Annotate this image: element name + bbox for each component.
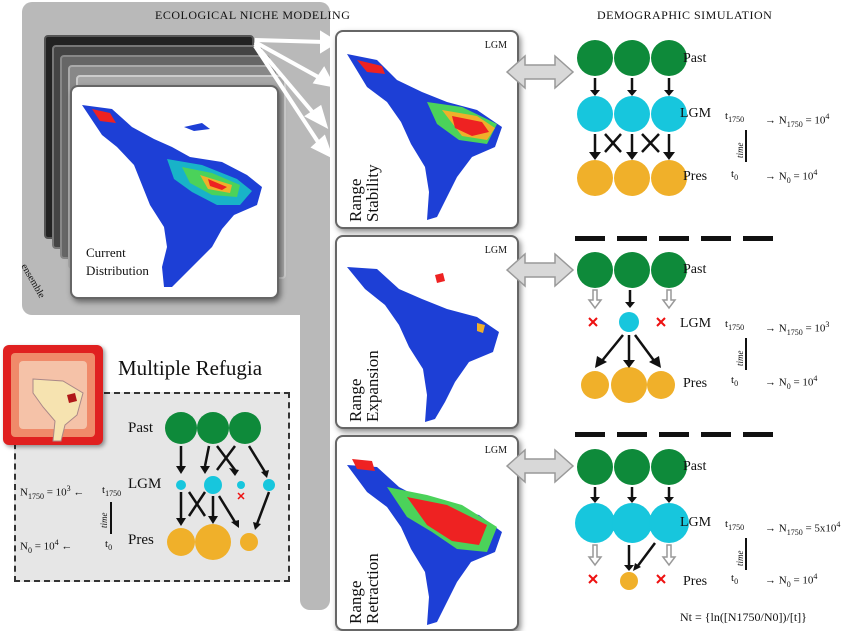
stability-time-label: time bbox=[735, 142, 745, 159]
stability-lgm: LGM bbox=[680, 106, 712, 121]
double-arrow-stability bbox=[505, 54, 575, 90]
expansion-n0: → N0 = 104 bbox=[765, 374, 818, 391]
refugia-lgm: LGM bbox=[128, 476, 162, 492]
retraction-label: Range Retraction bbox=[346, 553, 382, 624]
stability-n0: → N0 = 104 bbox=[765, 168, 818, 185]
sim-expansion bbox=[577, 252, 687, 403]
refugia-title: Multiple Refugia bbox=[118, 356, 263, 380]
map-expansion: LGM Range Expansion bbox=[335, 235, 519, 429]
retraction-lgm: LGM bbox=[680, 515, 712, 530]
stability-t1750: t1750 bbox=[725, 110, 745, 125]
refugia-t0: t0 bbox=[105, 538, 113, 553]
refugia-thumbnail bbox=[3, 345, 103, 445]
expansion-t1750: t1750 bbox=[725, 318, 745, 333]
retraction-t1750: t1750 bbox=[725, 518, 745, 533]
expansion-t0: t0 bbox=[731, 374, 739, 389]
current-label-2: Distribution bbox=[86, 263, 149, 278]
expansion-time-arrow bbox=[745, 338, 747, 370]
formula: Nt = {ln([N1750/N0])/[t]} bbox=[680, 610, 807, 624]
retraction-pres: Pres bbox=[683, 574, 708, 589]
expansion-time-label: time bbox=[735, 350, 745, 367]
map-stability: LGM Range Stability bbox=[335, 30, 519, 229]
enm-panel-lower bbox=[300, 200, 330, 610]
retraction-t0: t0 bbox=[731, 572, 739, 587]
current-label-1: Current bbox=[86, 245, 126, 260]
stability-label: Range Stability bbox=[346, 164, 382, 222]
double-arrow-expansion bbox=[505, 252, 575, 288]
ensemble-arrows bbox=[253, 30, 339, 160]
retraction-time-arrow bbox=[745, 538, 747, 570]
lgm-tag-retraction: LGM bbox=[484, 445, 507, 456]
stability-n1750: → N1750 = 104 bbox=[765, 112, 830, 129]
expansion-n1750: → N1750 = 103 bbox=[765, 320, 830, 337]
current-distribution-map: Current Distribution bbox=[70, 85, 279, 299]
refugia-time-arrow bbox=[110, 502, 112, 534]
stability-past: Past bbox=[683, 51, 707, 66]
retraction-time-label: time bbox=[735, 550, 745, 567]
sim-stability bbox=[577, 40, 687, 196]
lgm-tag-stability: LGM bbox=[484, 40, 507, 51]
stability-time-arrow bbox=[745, 130, 747, 162]
expansion-label: Range Expansion bbox=[346, 350, 382, 422]
expansion-lgm: LGM bbox=[680, 316, 712, 331]
refugia-t1750: t1750 bbox=[102, 484, 122, 499]
separator-2 bbox=[575, 432, 780, 437]
refugia-n1750: N1750 = 103 ← bbox=[20, 484, 85, 501]
expansion-pres: Pres bbox=[683, 376, 708, 391]
refugia-diagram bbox=[165, 412, 275, 560]
landmass bbox=[82, 105, 262, 287]
separator-1 bbox=[575, 236, 780, 241]
stability-t0: t0 bbox=[731, 168, 739, 183]
refugia-pres: Pres bbox=[128, 532, 154, 548]
refugia-n0: N0 = 104 ← bbox=[20, 538, 73, 555]
stability-pres: Pres bbox=[683, 169, 708, 184]
refugia-time-label: time bbox=[99, 512, 109, 529]
retraction-past: Past bbox=[683, 459, 707, 474]
double-arrow-retraction bbox=[505, 448, 575, 484]
lgm-tag-expansion: LGM bbox=[484, 245, 507, 256]
demo-title: DEMOGRAPHIC SIMULATION bbox=[597, 8, 773, 22]
map-retraction: LGM Range Retraction bbox=[335, 435, 519, 631]
enm-title: ECOLOGICAL NICHE MODELING bbox=[155, 8, 351, 22]
expansion-past: Past bbox=[683, 262, 707, 277]
retraction-n0: → N0 = 104 bbox=[765, 572, 818, 589]
refugia-past: Past bbox=[128, 420, 154, 436]
sim-retraction bbox=[575, 449, 689, 590]
retraction-n1750: → N1750 = 5x104 bbox=[765, 520, 841, 537]
